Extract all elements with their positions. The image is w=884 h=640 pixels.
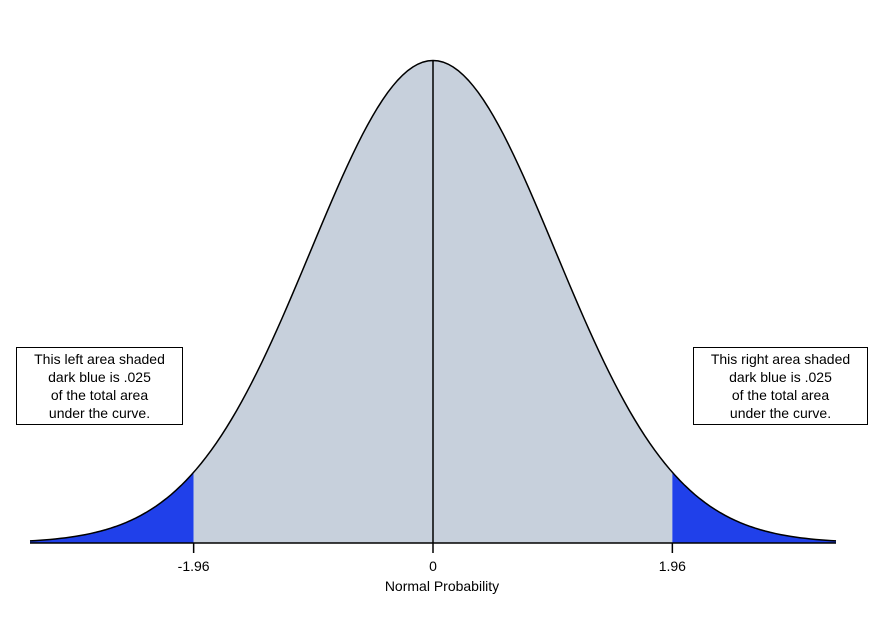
left-tail-region [30, 472, 194, 543]
right-annotation-line3: of the total area [696, 386, 865, 404]
normal-curve-svg [0, 0, 884, 640]
xtick-label-mid: 0 [429, 558, 437, 574]
right-tail-region [672, 472, 836, 543]
left-annotation-box: This left area shaded dark blue is .025 … [16, 347, 183, 425]
xtick-label-right: 1.96 [659, 558, 686, 574]
right-annotation-line2: dark blue is .025 [696, 368, 865, 386]
right-annotation-line1: This right area shaded [696, 350, 865, 368]
x-axis-label: Normal Probability [385, 578, 499, 594]
right-annotation-line4: under the curve. [696, 404, 865, 422]
chart-stage: This left area shaded dark blue is .025 … [0, 0, 884, 640]
xtick-label-left: -1.96 [178, 558, 210, 574]
left-annotation-line4: under the curve. [19, 404, 180, 422]
x-axis [30, 543, 836, 553]
left-annotation-line2: dark blue is .025 [19, 368, 180, 386]
left-annotation-line1: This left area shaded [19, 350, 180, 368]
left-annotation-line3: of the total area [19, 386, 180, 404]
right-annotation-box: This right area shaded dark blue is .025… [693, 347, 868, 425]
